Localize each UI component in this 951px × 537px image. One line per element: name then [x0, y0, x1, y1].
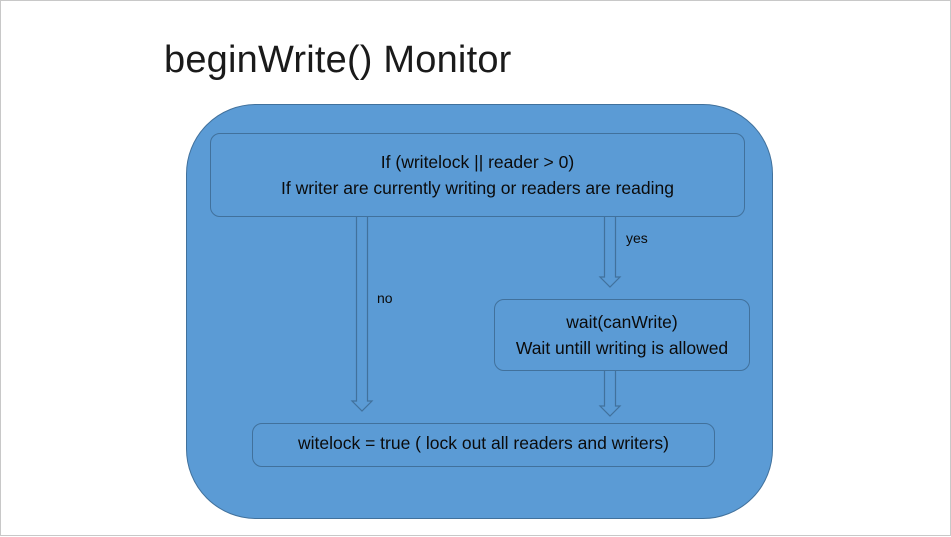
slide-title: beginWrite() Monitor — [164, 39, 512, 81]
condition-description: If writer are currently writing or reade… — [281, 178, 674, 198]
condition-box: If (writelock || reader > 0) If writer a… — [210, 133, 745, 217]
no-label: no — [377, 290, 393, 306]
condition-code: If (writelock || reader > 0) — [380, 152, 575, 172]
lock-statement: witelock = true ( lock out all readers a… — [297, 433, 670, 453]
wait-code: wait(canWrite) — [566, 312, 678, 332]
wait-description: Wait untill writing is allowed — [515, 338, 729, 358]
lock-box: witelock = true ( lock out all readers a… — [252, 423, 715, 467]
yes-label: yes — [626, 230, 648, 246]
wait-box: wait(canWrite) Wait untill writing is al… — [494, 299, 750, 371]
